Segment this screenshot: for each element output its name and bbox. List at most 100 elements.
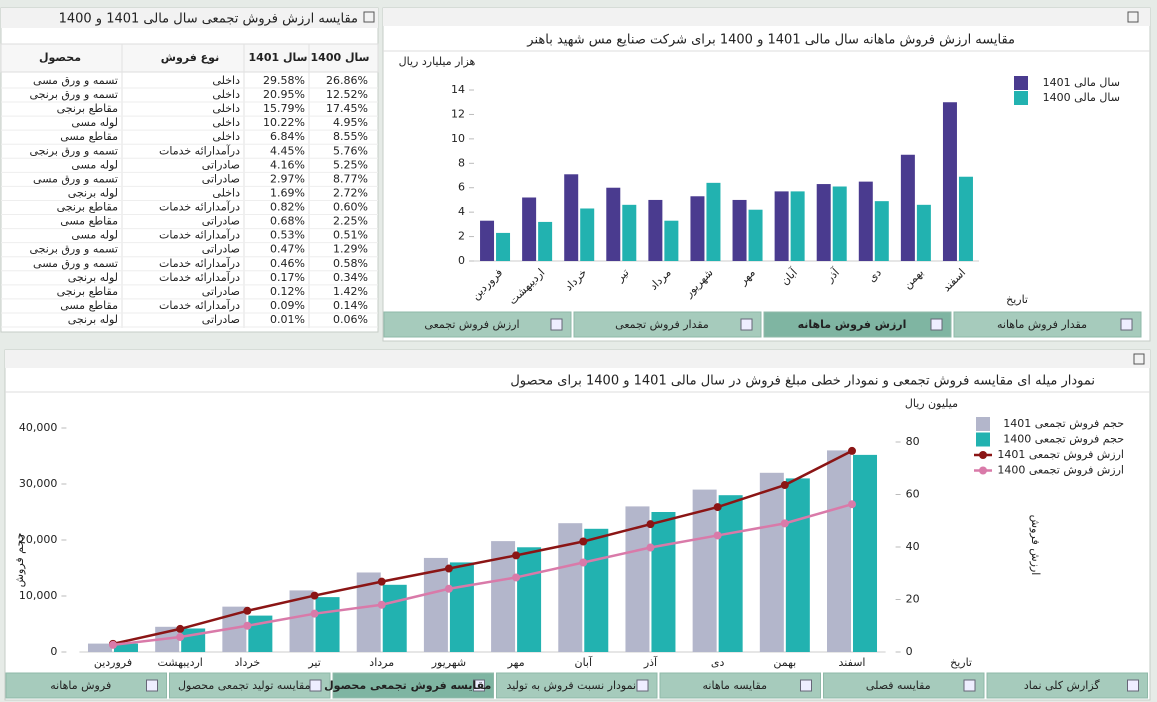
- y2-unit: میلیون ریال: [905, 397, 958, 410]
- tab-label[interactable]: مقایسه فروش تجمعی محصول: [324, 679, 491, 692]
- table-header: [0, 43, 379, 73]
- legend-marker: [979, 451, 987, 459]
- y-tick-label: 40,000: [19, 421, 58, 434]
- tab[interactable]: [5, 672, 167, 699]
- bar: [449, 562, 474, 652]
- bar: [748, 209, 763, 261]
- tab-label[interactable]: نمودار نسبت فروش به تولید: [506, 679, 636, 692]
- table-cell: داخلی: [212, 130, 240, 143]
- tab-label[interactable]: گزارش کلی نماد: [1024, 679, 1101, 692]
- tab[interactable]: [823, 672, 985, 699]
- tab[interactable]: [659, 672, 821, 699]
- tab[interactable]: [573, 311, 762, 338]
- tab-icon[interactable]: [309, 679, 322, 692]
- tab-icon[interactable]: [1120, 318, 1133, 331]
- point: [512, 573, 521, 582]
- tab-icon[interactable]: [800, 679, 812, 692]
- tab-label[interactable]: ارزش فروش تجمعی: [424, 318, 519, 331]
- x-tick-label: مرداد: [369, 656, 394, 669]
- legend-label: حجم فروش تجمعی 1401: [1003, 417, 1124, 430]
- tab-label[interactable]: ارزش فروش ماهانه: [798, 318, 907, 331]
- legend-swatch: [1014, 76, 1028, 90]
- table-cell: 2.97%: [270, 172, 305, 185]
- tab-icon[interactable]: [636, 679, 649, 692]
- table-cell: تسمه و ورق مسی: [33, 172, 118, 185]
- table-cell: 0.01%: [270, 313, 305, 326]
- line: [112, 503, 853, 647]
- tab-label[interactable]: مقایسه ماهانه: [703, 679, 768, 692]
- tab-icon[interactable]: [930, 318, 943, 331]
- bar: [853, 454, 878, 652]
- tab-icon[interactable]: [550, 318, 563, 331]
- maximize-icon[interactable]: [1127, 11, 1139, 23]
- tab-label[interactable]: مقدار فروش ماهانه: [997, 318, 1087, 331]
- point: [646, 543, 655, 552]
- bar: [732, 199, 747, 261]
- tab-label[interactable]: مقایسه فصلی: [866, 679, 931, 692]
- legend-label: ارزش فروش تجمعی 1401: [997, 448, 1124, 461]
- table-cell: صادراتی: [202, 158, 240, 171]
- bar: [816, 184, 831, 261]
- tab-icon[interactable]: [473, 679, 485, 692]
- bar: [958, 176, 973, 261]
- column-header: محصول: [39, 51, 81, 64]
- column-header: سال 1400: [311, 51, 370, 64]
- x-tick-label: فروردین: [94, 656, 132, 669]
- table-title: مقایسه ارزش فروش تجمعی سال مالی 1401 و 1…: [59, 12, 358, 27]
- point: [444, 564, 453, 573]
- tab-icon[interactable]: [1127, 679, 1139, 692]
- tab-label[interactable]: مقایسه تولید تجمعی محصول: [178, 679, 311, 692]
- tab[interactable]: [383, 311, 572, 338]
- table-cell: 0.53%: [270, 229, 305, 242]
- bar: [900, 154, 915, 261]
- table-cell: 4.95%: [333, 116, 368, 129]
- bar: [496, 232, 511, 261]
- point: [780, 481, 789, 490]
- tab[interactable]: [763, 311, 952, 338]
- table-cell: تسمه و ورق برنجی: [29, 243, 118, 256]
- x-axis-label: تاریخ: [1006, 293, 1028, 306]
- tab-label[interactable]: فروش ماهانه: [50, 679, 111, 692]
- tab-label[interactable]: مقدار فروش تجمعی: [615, 318, 709, 331]
- table-cell: مقاطع برنجی: [57, 102, 118, 115]
- bar: [87, 643, 112, 652]
- y-tick-label: 6: [458, 181, 465, 194]
- bar: [942, 102, 957, 261]
- table-cell: 6.84%: [270, 130, 305, 143]
- table-cell: 2.25%: [333, 215, 368, 228]
- maximize-icon[interactable]: [1133, 353, 1145, 365]
- x-tick-label: خرداد: [234, 656, 260, 669]
- bar: [651, 512, 676, 652]
- legend-marker: [979, 466, 987, 475]
- tab[interactable]: [496, 672, 658, 699]
- legend-swatch: [976, 432, 990, 447]
- panel-header: [1, 8, 378, 28]
- table-cell: مقاطع مسی: [60, 215, 118, 228]
- tab[interactable]: [332, 672, 494, 699]
- table-cell: 5.76%: [333, 144, 368, 157]
- maximize-icon[interactable]: [363, 11, 375, 23]
- bar: [827, 450, 852, 652]
- tab-icon[interactable]: [146, 679, 158, 692]
- table-cell: لوله برنجی: [68, 186, 118, 199]
- tab[interactable]: [169, 672, 331, 699]
- column-header: سال 1401: [249, 51, 308, 64]
- table-cell: 0.14%: [333, 299, 368, 312]
- table-cell: 0.82%: [270, 201, 305, 214]
- y-tick-label: 12: [451, 107, 465, 120]
- tab[interactable]: [986, 672, 1148, 699]
- y-tick-label: 8: [458, 156, 465, 169]
- table-cell: صادراتی: [202, 243, 240, 256]
- table-cell: 1.42%: [333, 285, 368, 298]
- bar: [538, 221, 553, 261]
- bar: [785, 478, 810, 652]
- tab[interactable]: [953, 311, 1142, 338]
- tab-icon[interactable]: [740, 318, 753, 331]
- point: [713, 531, 722, 540]
- y-tick-label: 0: [50, 645, 57, 658]
- y-tick-label: 10,000: [19, 589, 58, 602]
- table-cell: داخلی: [212, 74, 240, 87]
- bar: [648, 199, 663, 261]
- bar: [664, 220, 679, 261]
- tab-icon[interactable]: [963, 679, 976, 692]
